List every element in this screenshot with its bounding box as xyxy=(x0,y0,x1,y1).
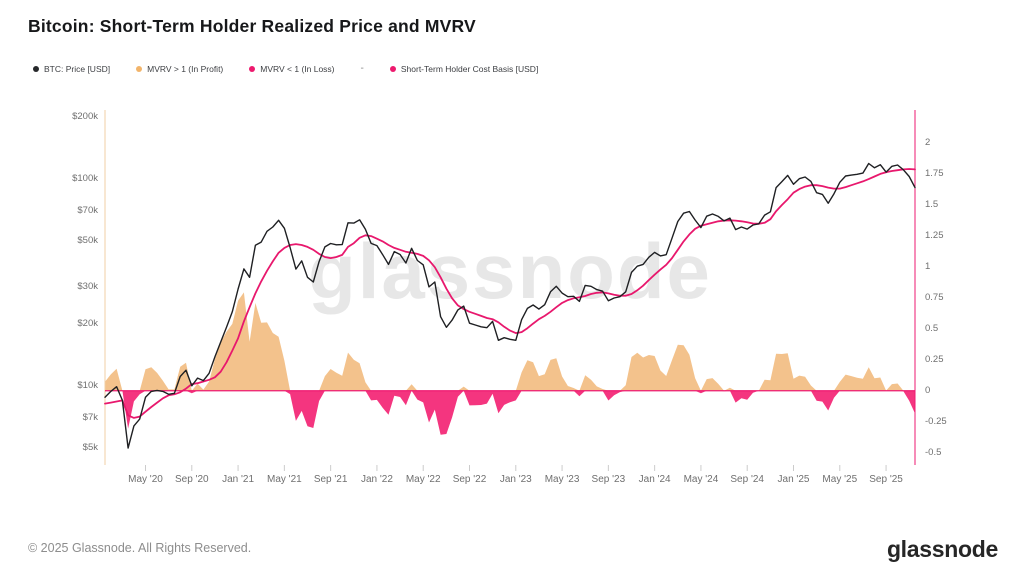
legend-item-label: MVRV < 1 (In Loss) xyxy=(260,64,335,74)
chart-legend: BTC: Price [USD] MVRV > 1 (In Profit) MVRV… xyxy=(33,64,538,74)
copyright-text: © 2025 Glassnode. All Rights Reserved. xyxy=(28,541,252,555)
legend-item[interactable]: MVRV > 1 (In Profit) xyxy=(136,64,223,74)
legend-marker-dash: - xyxy=(360,63,364,74)
legend-item[interactable]: MVRV < 1 (In Loss) xyxy=(249,64,335,74)
legend-item-label: MVRV > 1 (In Profit) xyxy=(147,64,224,74)
legend-marker-dot xyxy=(33,66,39,72)
legend-marker-dot xyxy=(136,66,143,72)
glassnode-logo: glassnode xyxy=(886,536,998,562)
mvrv-profit-area xyxy=(105,292,915,391)
btc-price-line xyxy=(104,162,916,449)
legend-item-label: BTC: Price [USD] xyxy=(44,64,111,74)
legend-marker-dot xyxy=(389,66,396,72)
legend-item[interactable]: BTC: Price [USD] xyxy=(33,64,110,74)
page-title: Bitcoin: Short-Term Holder Realized Pric… xyxy=(28,16,476,36)
legend-item[interactable]: - xyxy=(360,63,364,74)
legend-item[interactable]: Short-Term Holder Cost Basis [USD] xyxy=(389,64,539,74)
legend-marker-dot xyxy=(249,66,256,72)
sth-cost-basis-line xyxy=(104,168,916,419)
legend-item-label: Short-Term Holder Cost Basis [USD] xyxy=(400,64,539,74)
mvrv-loss-area xyxy=(105,390,915,435)
